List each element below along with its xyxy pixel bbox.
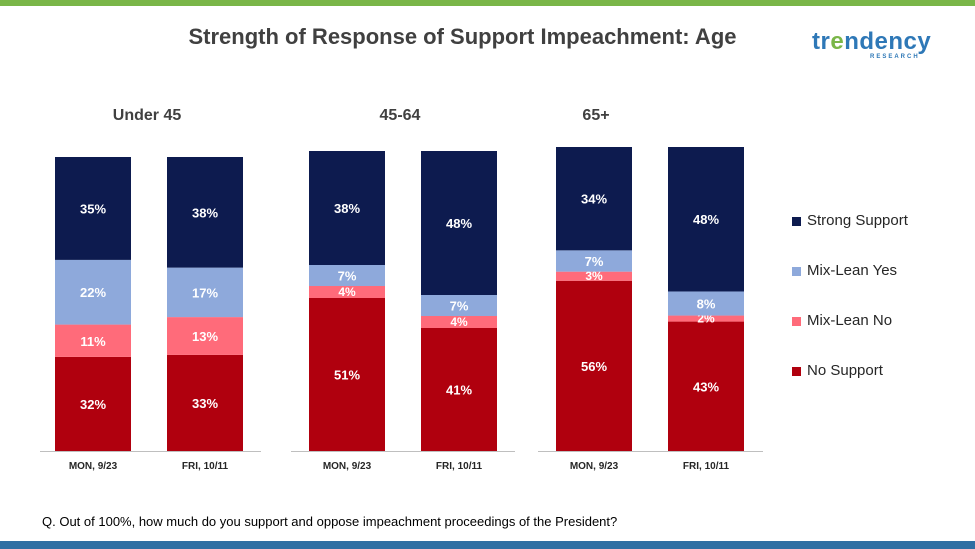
bar-segment-mix-lean-yes — [421, 295, 497, 316]
x-tick-label: MON, 9/23 — [323, 461, 372, 472]
bar-segment-strong-support — [556, 147, 632, 251]
bar-segment-no-support — [55, 356, 131, 451]
data-label-mix-lean-yes: 7% — [585, 254, 604, 269]
bar-segment-mix-lean-no — [556, 271, 632, 281]
bar-segment-strong-support — [55, 157, 131, 260]
data-label-mix-lean-no: 3% — [585, 269, 603, 283]
bottom-accent-band — [0, 541, 975, 549]
chart-title: Strength of Response of Support Impeachm… — [188, 24, 737, 49]
data-label-no-support: 43% — [693, 379, 719, 394]
data-label-mix-lean-yes: 7% — [450, 299, 469, 314]
legend-label: Mix-Lean Yes — [807, 262, 898, 279]
x-tick-label: MON, 9/23 — [69, 461, 118, 472]
x-tick-label: MON, 9/23 — [570, 461, 619, 472]
bar-segment-strong-support — [309, 151, 385, 265]
survey-question: Q. Out of 100%, how much do you support … — [42, 514, 618, 529]
bar-segment-mix-lean-no — [167, 317, 243, 355]
trendency-logo: trendency RESEARCH — [812, 28, 962, 68]
legend-item-strong-support: Strong Support — [792, 212, 908, 262]
data-label-mix-lean-yes: 7% — [338, 269, 357, 284]
data-label-mix-lean-no: 13% — [192, 329, 218, 344]
legend-swatch — [792, 367, 801, 376]
legend-item-no-support: No Support — [792, 362, 908, 412]
legend-item-mix-lean-yes: Mix-Lean Yes — [792, 262, 908, 312]
data-label-strong-support: 38% — [334, 201, 360, 216]
legend-item-mix-lean-no: Mix-Lean No — [792, 312, 908, 362]
x-tick-label: FRI, 10/11 — [182, 461, 229, 472]
legend-label: Strong Support — [807, 212, 908, 229]
bar-segment-mix-lean-yes — [55, 259, 131, 325]
bar-segment-strong-support — [668, 147, 744, 292]
logo-wordmark: trendency — [812, 28, 932, 55]
data-label-no-support: 56% — [581, 359, 607, 374]
bar-segment-mix-lean-no — [309, 286, 385, 298]
bar-segment-strong-support — [167, 157, 243, 268]
data-label-strong-support: 34% — [581, 192, 607, 207]
data-label-mix-lean-no: 4% — [338, 285, 356, 299]
bar-segment-no-support — [556, 280, 632, 451]
bar-segment-no-support — [167, 354, 243, 451]
legend: Strong Support Mix-Lean Yes Mix-Lean No No … — [792, 212, 908, 412]
bar-segment-mix-lean-yes — [167, 267, 243, 318]
bar-segment-mix-lean-no — [421, 316, 497, 328]
legend-label: Mix-Lean No — [807, 312, 893, 329]
group-title-under-45: Under 45 — [113, 107, 182, 124]
bar-segment-no-support — [309, 298, 385, 451]
data-label-no-support: 32% — [80, 397, 106, 412]
legend-swatch — [792, 217, 801, 226]
group-title-45-64: 45-64 — [380, 107, 421, 124]
data-label-mix-lean-no: 11% — [80, 334, 106, 349]
data-label-strong-support: 48% — [446, 216, 472, 231]
x-tick-label: FRI, 10/11 — [683, 461, 730, 472]
data-label-strong-support: 48% — [693, 212, 719, 227]
data-label-mix-lean-no: 4% — [450, 315, 468, 329]
bar-segment-mix-lean-yes — [668, 291, 744, 316]
bar-segment-mix-lean-no — [668, 315, 744, 322]
top-accent-band — [0, 0, 975, 6]
data-label-mix-lean-yes: 17% — [192, 285, 218, 300]
data-label-mix-lean-yes: 8% — [697, 297, 716, 312]
logo-subtitle: RESEARCH — [870, 54, 920, 60]
bar-segment-mix-lean-yes — [309, 265, 385, 286]
legend-label: No Support — [807, 362, 883, 379]
data-label-strong-support: 38% — [192, 205, 218, 220]
group-title-65: 65+ — [582, 107, 609, 124]
bar-segment-strong-support — [421, 151, 497, 295]
legend-swatch — [792, 317, 801, 326]
data-label-no-support: 51% — [334, 368, 360, 383]
bar-segment-mix-lean-yes — [556, 250, 632, 272]
data-label-no-support: 41% — [446, 383, 472, 398]
x-tick-label: FRI, 10/11 — [436, 461, 483, 472]
bar-segment-mix-lean-no — [55, 324, 131, 357]
legend-swatch — [792, 267, 801, 276]
bar-segment-no-support — [668, 321, 744, 451]
data-label-strong-support: 35% — [80, 201, 106, 216]
bar-segment-no-support — [421, 328, 497, 451]
data-label-mix-lean-yes: 22% — [80, 285, 106, 300]
data-label-no-support: 33% — [192, 396, 218, 411]
